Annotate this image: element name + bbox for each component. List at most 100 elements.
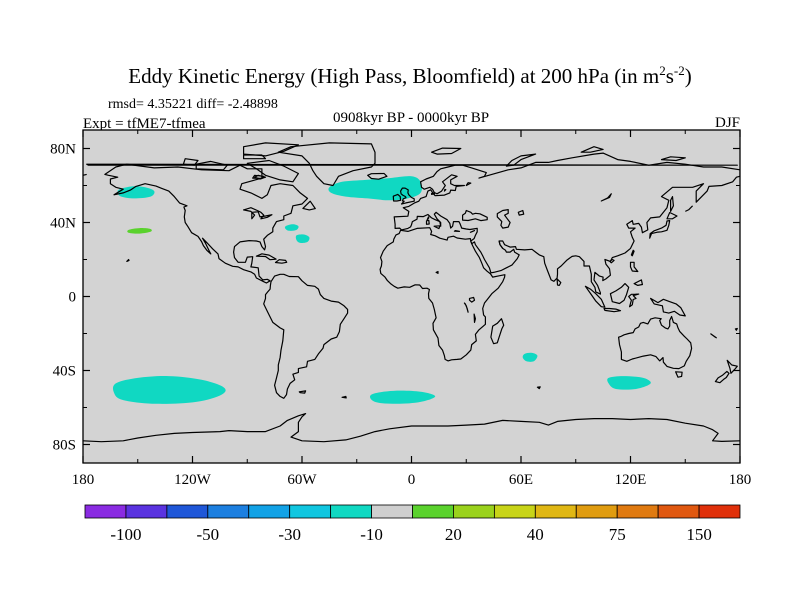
coast-devon-island bbox=[243, 154, 267, 160]
coast-cyprus bbox=[469, 230, 476, 233]
coast-sakhalin bbox=[670, 196, 674, 212]
coast-fiji bbox=[734, 327, 738, 331]
colorbar-label: -50 bbox=[196, 525, 219, 544]
colorbar-label: 150 bbox=[686, 525, 712, 544]
colorbar-swatch bbox=[84, 504, 127, 519]
coast-new-zealand-n bbox=[726, 359, 738, 374]
colorbar-swatch bbox=[616, 504, 659, 519]
colorbar-label: 20 bbox=[445, 525, 462, 544]
coast-falklands bbox=[298, 390, 307, 394]
chart-title-sup2: -2 bbox=[674, 63, 685, 78]
coast-madagascar bbox=[490, 318, 505, 345]
colorbar-label: 40 bbox=[527, 525, 544, 544]
coast-baffin bbox=[246, 159, 299, 183]
coast-cuba bbox=[255, 253, 277, 261]
coast-lake-chad bbox=[435, 270, 439, 274]
coast-south-america bbox=[263, 273, 349, 399]
period-text: 0908kyr BP - 0000kyr BP bbox=[333, 110, 489, 126]
coast-lake-tanganyika bbox=[463, 302, 469, 313]
colorbar-swatch bbox=[248, 504, 291, 519]
chart-title: Eddy Kinetic Energy (High Pass, Bloomfie… bbox=[128, 63, 692, 88]
coast-new-caledonia bbox=[710, 333, 717, 339]
y-tick-label: 80S bbox=[53, 438, 76, 454]
coast-new-guinea bbox=[650, 297, 686, 317]
colorbar-swatch bbox=[207, 504, 250, 519]
coast-south-georgia bbox=[341, 395, 347, 399]
coast-lake-ladoga bbox=[465, 182, 472, 187]
coast-philippines-luzon bbox=[629, 261, 639, 273]
colorbar-swatch bbox=[575, 504, 618, 519]
region-north-atlantic bbox=[328, 176, 422, 201]
colorbar-label: -10 bbox=[360, 525, 383, 544]
colorbar-swatch bbox=[657, 504, 700, 519]
coast-kerguelen bbox=[536, 386, 541, 390]
x-tick-label: 180 bbox=[729, 472, 752, 488]
y-tick-label: 40N bbox=[50, 216, 76, 232]
coast-philippines-mindanao bbox=[633, 279, 643, 286]
region-west-atlantic-a bbox=[284, 224, 299, 231]
colorbar-label: 75 bbox=[609, 525, 626, 544]
colorbar-swatch bbox=[371, 504, 413, 519]
y-tick-label: 40S bbox=[53, 364, 76, 380]
colorbar-swatch bbox=[534, 504, 577, 519]
colorbar-labels: -100 -50 -30 -10 20 40 75 150 bbox=[110, 525, 712, 544]
coast-hainan bbox=[609, 258, 615, 264]
coast-zealand-denmark bbox=[431, 192, 436, 195]
x-tick-label: 60W bbox=[287, 472, 317, 488]
region-north-pacific-small bbox=[127, 228, 152, 234]
coast-uk bbox=[400, 187, 415, 205]
colorbar-swatch bbox=[412, 504, 454, 519]
chart-title-sup1: 2 bbox=[659, 63, 666, 78]
colorbar-label: -30 bbox=[278, 525, 301, 544]
anomaly-regions bbox=[112, 176, 651, 404]
coast-lake-malawi bbox=[473, 313, 476, 323]
region-north-pacific-east bbox=[117, 186, 155, 199]
coast-lake-victoria bbox=[468, 296, 476, 303]
expt-text: Expt = tfME7-tfmea bbox=[83, 116, 206, 132]
coast-sardinia bbox=[425, 219, 430, 225]
coast-hawaii bbox=[126, 258, 130, 262]
colorbar-swatch bbox=[330, 504, 372, 519]
coast-sri-lanka bbox=[556, 278, 562, 286]
coast-newfoundland bbox=[302, 200, 316, 211]
colorbar-swatch bbox=[453, 504, 495, 519]
coast-new-siberian bbox=[660, 156, 686, 162]
y-axis: 80N 40N 0 40S 80S bbox=[50, 142, 740, 454]
colorbar-label: -100 bbox=[110, 525, 141, 544]
y-tick-label: 0 bbox=[69, 290, 77, 306]
coast-ellesmere bbox=[243, 142, 299, 157]
coast-eurasia bbox=[393, 152, 740, 295]
x-tick-label: 0 bbox=[408, 472, 416, 488]
x-tick-label: 120E bbox=[615, 472, 647, 488]
coast-wrangel bbox=[86, 163, 738, 166]
region-south-pacific bbox=[112, 376, 226, 404]
coast-gotland-area bbox=[443, 188, 447, 192]
x-axis: 180 120W 60W 0 60E 120E 180 bbox=[72, 130, 752, 488]
colorbar-swatch bbox=[698, 504, 741, 519]
coast-sulawesi bbox=[628, 293, 640, 308]
stats-text: rmsd= 4.35221 diff= -2.48898 bbox=[108, 97, 278, 112]
coastlines bbox=[83, 142, 740, 443]
coast-baikal bbox=[600, 193, 612, 202]
coast-aral bbox=[517, 209, 525, 216]
season-text: DJF bbox=[715, 115, 740, 131]
coast-corsica bbox=[426, 216, 430, 221]
coast-greenland bbox=[277, 142, 376, 187]
coast-great-lakes bbox=[243, 207, 273, 220]
chart-title-main: Eddy Kinetic Energy (High Pass, Bloomfie… bbox=[128, 64, 659, 88]
coast-taiwan bbox=[630, 249, 635, 257]
colorbar bbox=[84, 504, 741, 519]
colorbar-swatch bbox=[125, 504, 168, 519]
coast-black-sea bbox=[462, 209, 488, 222]
region-south-atlantic bbox=[369, 390, 436, 404]
colorbar-swatch bbox=[166, 504, 209, 519]
coast-antarctica bbox=[83, 413, 740, 443]
x-tick-label: 60E bbox=[509, 472, 533, 488]
colorbar-swatch bbox=[289, 504, 332, 519]
coast-sumatra bbox=[584, 285, 606, 308]
region-west-atlantic-b bbox=[295, 234, 310, 244]
coast-southampton bbox=[252, 174, 265, 180]
y-tick-label: 80N bbox=[50, 142, 76, 158]
coast-ireland bbox=[392, 193, 402, 202]
